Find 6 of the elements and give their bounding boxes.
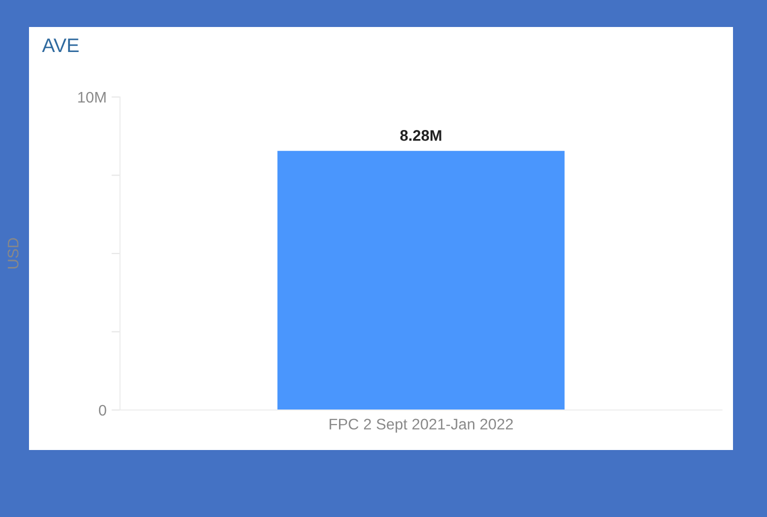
chart-title: AVE xyxy=(42,38,79,52)
data-label: 8.28M xyxy=(400,130,442,141)
y-tick-label: 10M xyxy=(78,92,106,103)
y-axis-title: USD xyxy=(8,238,19,268)
x-tick-label: FPC 2 Sept 2021-Jan 2022 xyxy=(330,418,513,433)
y-tick-label: 0 xyxy=(98,404,106,416)
